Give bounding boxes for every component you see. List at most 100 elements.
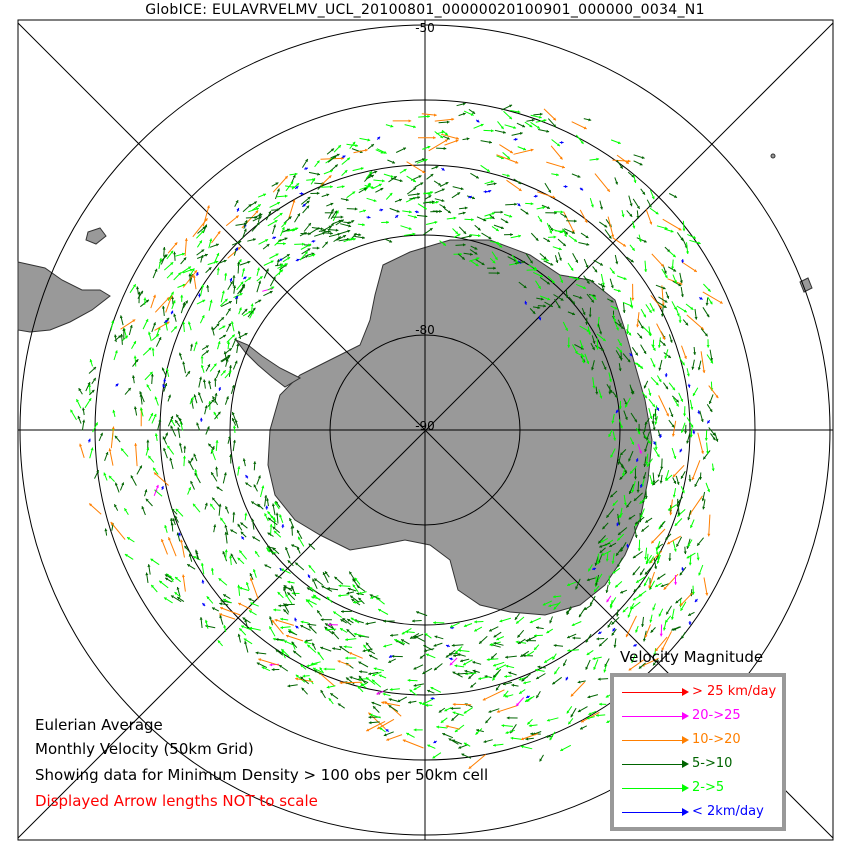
velocity-arrowhead: [644, 571, 648, 575]
velocity-arrowhead: [600, 539, 604, 543]
velocity-arrowhead: [451, 717, 455, 721]
velocity-arrow: [648, 571, 655, 589]
velocity-arrowhead: [111, 426, 115, 430]
velocity-arrowhead: [319, 667, 323, 671]
velocity-arrowhead: [338, 584, 342, 588]
velocity-arrowhead: [439, 209, 442, 213]
velocity-arrowhead: [585, 264, 589, 268]
velocity-arrowhead: [461, 256, 465, 260]
velocity-arrowhead: [124, 508, 128, 512]
velocity-arrowhead: [601, 288, 605, 292]
velocity-arrowhead: [664, 355, 668, 359]
velocity-arrowhead: [426, 653, 429, 657]
velocity-arrowhead: [182, 283, 186, 287]
velocity-arrowhead: [428, 195, 432, 198]
velocity-arrowhead: [249, 626, 253, 630]
velocity-arrowhead: [178, 272, 181, 276]
velocity-arrowhead: [653, 653, 657, 656]
velocity-arrowhead: [163, 378, 167, 382]
velocity-arrowhead: [667, 355, 671, 358]
velocity-arrow: [607, 216, 614, 238]
velocity-arrowhead: [173, 251, 177, 255]
velocity-arrowhead: [368, 672, 371, 676]
velocity-arrowhead: [552, 656, 556, 660]
velocity-arrowhead: [242, 284, 245, 288]
velocity-arrowhead: [686, 440, 690, 444]
velocity-arrowhead: [519, 132, 523, 135]
velocity-arrowhead: [682, 228, 686, 232]
velocity-arrowhead: [620, 548, 624, 552]
velocity-arrowhead: [370, 144, 374, 147]
velocity-arrowhead: [547, 206, 550, 209]
velocity-arrowhead: [265, 505, 269, 509]
velocity-arrowhead: [643, 464, 647, 467]
velocity-arrowhead: [452, 711, 456, 715]
velocity-arrowhead: [444, 139, 448, 143]
velocity-arrowhead: [204, 253, 208, 257]
velocity-arrowhead: [341, 610, 344, 614]
velocity-arrowhead: [197, 293, 201, 297]
velocity-arrowhead: [675, 399, 679, 403]
velocity-arrowhead: [603, 366, 607, 370]
velocity-arrowhead: [540, 297, 544, 301]
velocity-arrow: [153, 472, 169, 486]
velocity-arrowhead: [648, 309, 652, 313]
velocity-arrow: [402, 739, 424, 749]
velocity-arrowhead: [153, 294, 156, 298]
velocity-arrowhead: [312, 578, 315, 582]
velocity-arrowhead: [376, 691, 380, 695]
velocity-arrowhead: [312, 667, 316, 671]
velocity-arrowhead: [506, 716, 510, 720]
velocity-arrowhead: [514, 202, 517, 206]
velocity-arrowhead: [553, 606, 557, 610]
velocity-arrowhead: [354, 577, 358, 581]
velocity-arrowhead: [233, 337, 237, 341]
velocity-arrowhead: [232, 439, 236, 443]
legend-item-lt2: < 2km/day: [614, 801, 782, 825]
velocity-arrowhead: [244, 308, 248, 312]
velocity-arrowhead: [619, 165, 623, 169]
velocity-arrowhead: [127, 537, 131, 540]
velocity-arrowhead: [171, 595, 174, 599]
velocity-arrowhead: [177, 427, 180, 431]
velocity-arrowhead: [537, 665, 541, 669]
velocity-arrowhead: [220, 606, 223, 610]
velocity-arrowhead: [151, 584, 155, 588]
velocity-arrowhead: [219, 615, 223, 619]
velocity-arrowhead: [201, 579, 205, 583]
velocity-arrowhead: [505, 655, 508, 659]
velocity-arrow: [563, 211, 575, 234]
velocity-arrowhead: [279, 665, 283, 668]
velocity-arrowhead: [572, 636, 576, 640]
velocity-arrowhead: [599, 262, 603, 266]
velocity-arrowhead: [670, 616, 674, 620]
velocity-arrowhead: [331, 211, 334, 215]
velocity-arrowhead: [495, 667, 499, 670]
velocity-arrowhead: [488, 236, 492, 239]
velocity-arrowhead: [307, 644, 311, 648]
velocity-arrowhead: [542, 206, 546, 210]
velocity-arrowhead: [423, 649, 427, 653]
velocity-arrowhead: [280, 617, 283, 621]
velocity-arrowhead: [300, 625, 304, 628]
velocity-arrowhead: [611, 561, 615, 564]
velocity-arrowhead: [539, 758, 543, 762]
velocity-arrowhead: [620, 465, 624, 469]
velocity-arrowhead: [389, 239, 393, 243]
velocity-arrowhead: [663, 305, 667, 308]
velocity-arrowhead: [555, 260, 559, 263]
velocity-arrow: [285, 634, 304, 642]
velocity-arrowhead: [284, 263, 288, 266]
velocity-arrowhead: [161, 486, 164, 489]
velocity-arrowhead: [637, 431, 641, 435]
velocity-arrowhead: [276, 259, 280, 263]
velocity-arrowhead: [211, 449, 214, 453]
velocity-arrowhead: [213, 411, 217, 415]
velocity-arrowhead: [597, 677, 601, 681]
velocity-arrowhead: [697, 367, 701, 371]
legend-label-2-5: 2->5: [692, 780, 725, 795]
velocity-arrowhead: [688, 562, 692, 566]
velocity-arrowhead: [423, 206, 427, 210]
velocity-arrowhead: [273, 236, 276, 240]
velocity-arrowhead: [441, 199, 445, 202]
